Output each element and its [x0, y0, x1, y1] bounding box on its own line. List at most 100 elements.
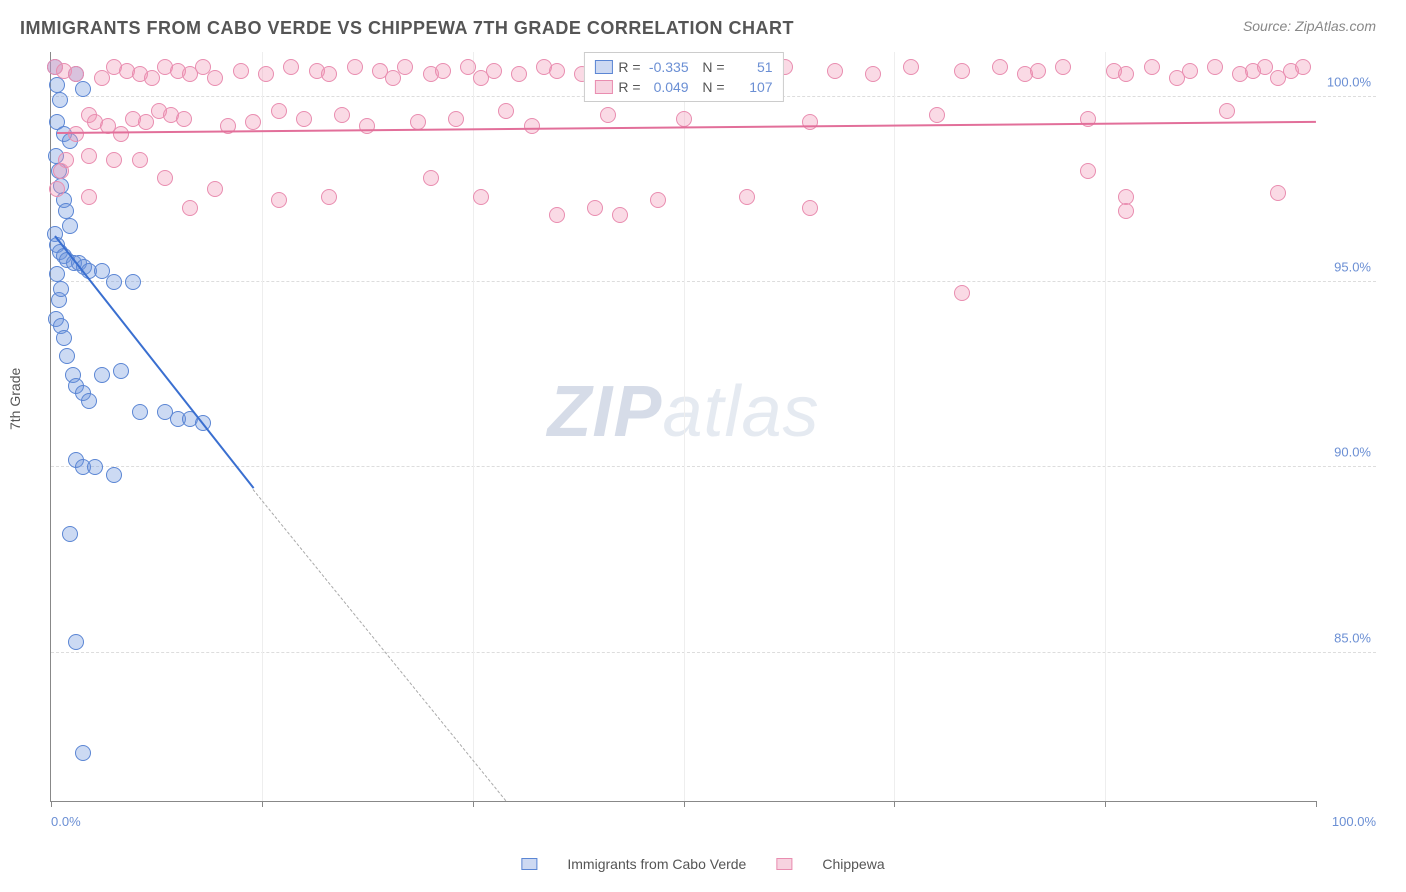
data-point — [511, 66, 527, 82]
data-point — [802, 114, 818, 130]
legend-r-label: R = — [618, 59, 640, 75]
data-point — [62, 526, 78, 542]
series-legend: Immigrants from Cabo Verde Chippewa — [521, 856, 884, 872]
data-point — [58, 152, 74, 168]
data-point — [94, 367, 110, 383]
data-point — [49, 77, 65, 93]
data-point — [94, 70, 110, 86]
data-point — [138, 114, 154, 130]
x-axis-label-min: 0.0% — [51, 814, 81, 829]
data-point — [62, 218, 78, 234]
legend-n-label: N = — [695, 79, 725, 95]
data-point — [157, 170, 173, 186]
data-point — [58, 203, 74, 219]
data-point — [865, 66, 881, 82]
data-point — [81, 189, 97, 205]
data-point — [113, 363, 129, 379]
data-point — [271, 103, 287, 119]
x-tick — [684, 801, 685, 807]
legend-swatch-1 — [594, 60, 612, 74]
x-tick — [1105, 801, 1106, 807]
trend-line — [54, 236, 254, 489]
gridline-h — [51, 652, 1376, 653]
data-point — [385, 70, 401, 86]
data-point — [676, 111, 692, 127]
data-point — [359, 118, 375, 134]
data-point — [125, 274, 141, 290]
chart-header: IMMIGRANTS FROM CABO VERDE VS CHIPPEWA 7… — [0, 0, 1406, 47]
data-point — [1118, 189, 1134, 205]
data-point — [113, 126, 129, 142]
source-label: Source: ZipAtlas.com — [1243, 18, 1376, 34]
data-point — [549, 63, 565, 79]
data-point — [132, 152, 148, 168]
data-point — [954, 63, 970, 79]
data-point — [321, 189, 337, 205]
data-point — [258, 66, 274, 82]
data-point — [1207, 59, 1223, 75]
data-point — [524, 118, 540, 134]
data-point — [49, 266, 65, 282]
x-tick — [473, 801, 474, 807]
legend-n-label: N = — [695, 59, 725, 75]
watermark-zip: ZIP — [547, 372, 662, 452]
plot-area: ZIPatlas R = -0.335 N = 51 R = 0.049 N =… — [50, 52, 1316, 802]
data-point — [233, 63, 249, 79]
data-point — [52, 92, 68, 108]
gridline-v — [684, 52, 685, 801]
legend-r-value-2: 0.049 — [647, 79, 689, 95]
data-point — [1182, 63, 1198, 79]
series-swatch-1 — [521, 858, 537, 870]
plot-wrap: 7th Grade ZIPatlas R = -0.335 N = 51 R =… — [50, 52, 1376, 832]
data-point — [929, 107, 945, 123]
legend-n-value-1: 51 — [731, 59, 773, 75]
data-point — [144, 70, 160, 86]
data-point — [954, 285, 970, 301]
legend-r-value-1: -0.335 — [647, 59, 689, 75]
correlation-legend: R = -0.335 N = 51 R = 0.049 N = 107 — [583, 52, 783, 102]
data-point — [68, 66, 84, 82]
x-tick — [1316, 801, 1317, 807]
data-point — [53, 281, 69, 297]
data-point — [271, 192, 287, 208]
data-point — [498, 103, 514, 119]
data-point — [68, 634, 84, 650]
chart-title: IMMIGRANTS FROM CABO VERDE VS CHIPPEWA 7… — [20, 18, 794, 39]
data-point — [397, 59, 413, 75]
gridline-v — [262, 52, 263, 801]
data-point — [81, 393, 97, 409]
x-axis-label-max: 100.0% — [1332, 814, 1376, 829]
gridline-v — [894, 52, 895, 801]
data-point — [612, 207, 628, 223]
data-point — [1118, 66, 1134, 82]
data-point — [81, 148, 97, 164]
series-label-1: Immigrants from Cabo Verde — [567, 856, 746, 872]
data-point — [827, 63, 843, 79]
data-point — [1295, 59, 1311, 75]
data-point — [1030, 63, 1046, 79]
y-axis-title: 7th Grade — [7, 368, 23, 430]
data-point — [1080, 163, 1096, 179]
legend-swatch-2 — [594, 80, 612, 94]
data-point — [650, 192, 666, 208]
watermark-atlas: atlas — [662, 372, 819, 452]
data-point — [423, 170, 439, 186]
data-point — [549, 207, 565, 223]
data-point — [106, 152, 122, 168]
gridline-h — [51, 281, 1376, 282]
data-point — [334, 107, 350, 123]
data-point — [321, 66, 337, 82]
y-tick-label: 90.0% — [1334, 445, 1371, 460]
data-point — [49, 181, 65, 197]
data-point — [600, 107, 616, 123]
data-point — [132, 404, 148, 420]
data-point — [182, 200, 198, 216]
data-point — [296, 111, 312, 127]
data-point — [347, 59, 363, 75]
gridline-v — [1105, 52, 1106, 801]
x-tick — [894, 801, 895, 807]
legend-n-value-2: 107 — [731, 79, 773, 95]
gridline-h — [51, 466, 1376, 467]
legend-row-1: R = -0.335 N = 51 — [594, 57, 772, 77]
data-point — [1118, 203, 1134, 219]
